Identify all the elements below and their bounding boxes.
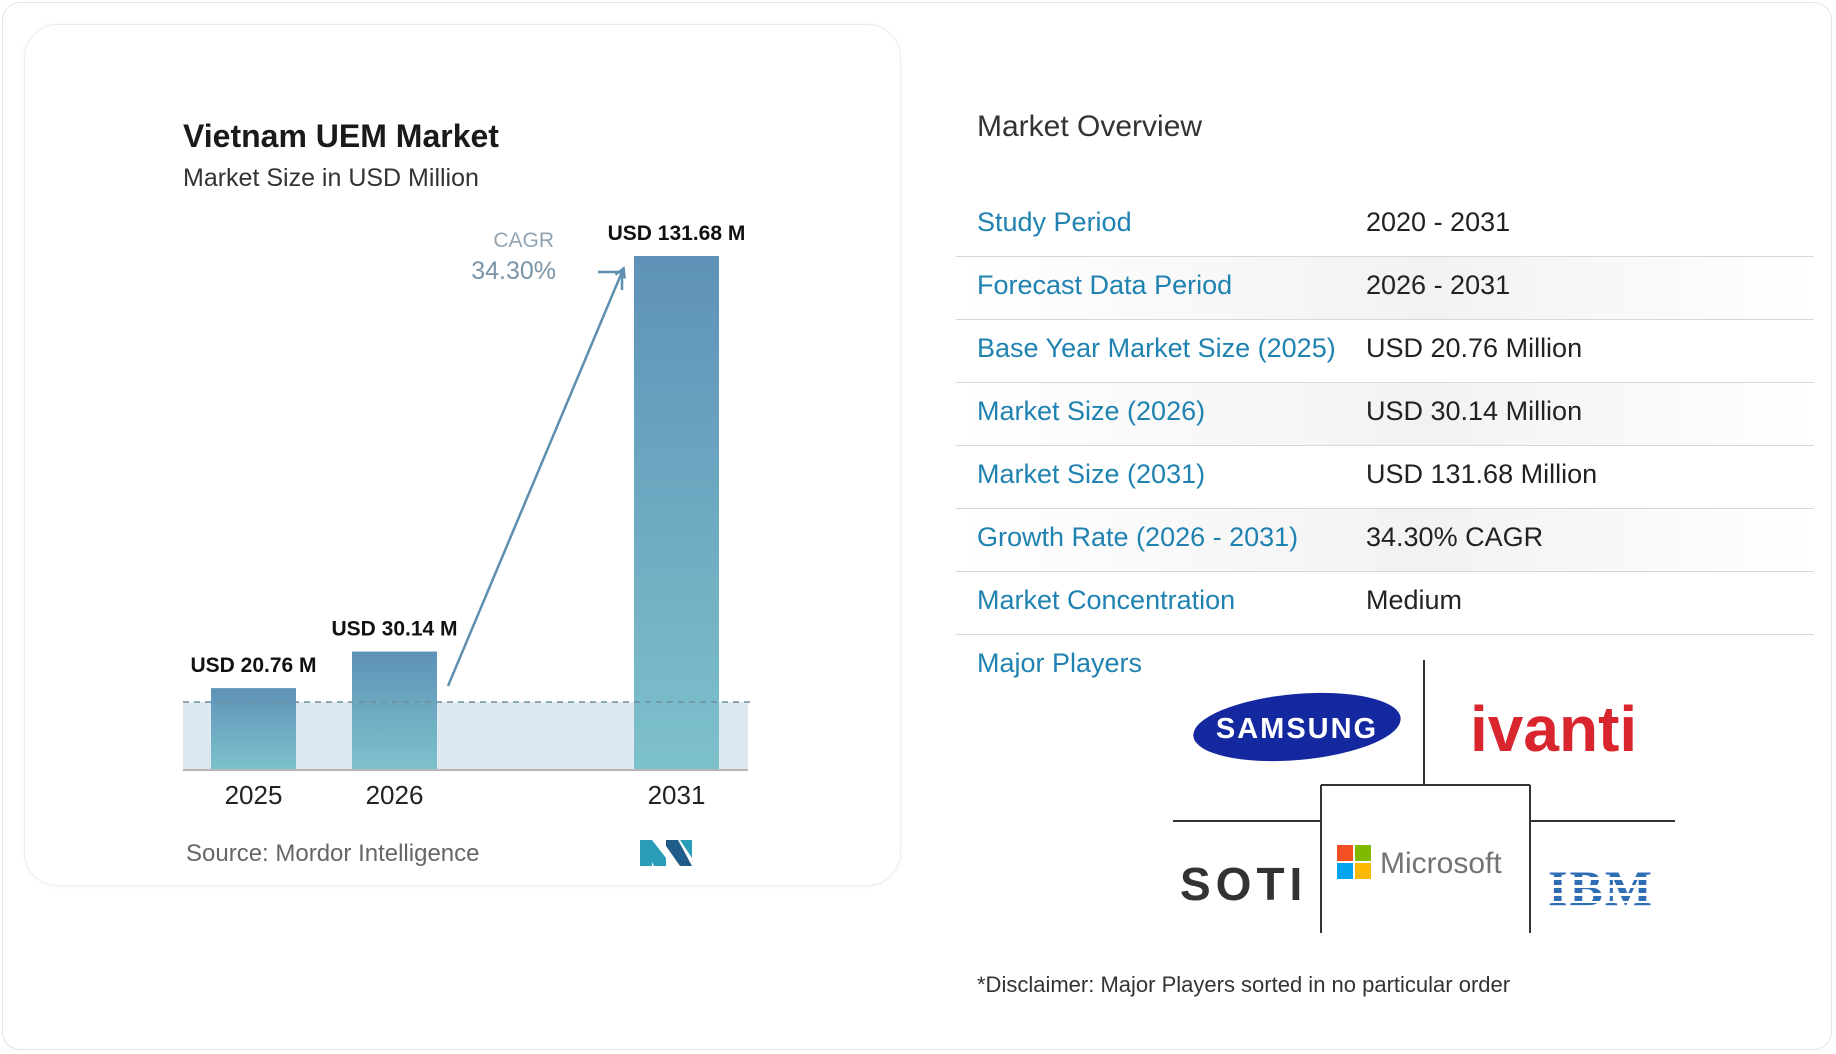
table-row: Market Size (2026) USD 30.14 Million	[956, 383, 1814, 446]
bar-value-label: USD 131.68 M	[608, 222, 746, 245]
cagr-arrow-hook	[598, 270, 624, 290]
ibm-stripes	[1545, 869, 1665, 903]
chart-subtitle: Market Size in USD Million	[183, 164, 479, 192]
row-label: Study Period	[977, 207, 1132, 237]
cagr-arrow	[446, 272, 622, 687]
row-value: 2026 - 2031	[1366, 270, 1511, 300]
soti-logo-text: SOTI	[1180, 858, 1307, 910]
row-label: Market Size (2031)	[977, 459, 1206, 489]
source-note: Source: Mordor Intelligence	[186, 840, 480, 867]
table-row: Forecast Data Period 2026 - 2031	[956, 257, 1814, 320]
market-overview-title: Market Overview	[977, 110, 1203, 143]
bar-value-label: USD 30.14 M	[331, 618, 457, 641]
samsung-logo-text: SAMSUNG	[1216, 713, 1378, 745]
bar-2031	[634, 256, 719, 769]
bar-chart: USD 20.76 M 2025 USD 30.14 M 2026 USD 131.68…	[183, 222, 752, 810]
major-players-label: Major Players	[977, 648, 1143, 678]
table-row: Market Concentration Medium	[956, 572, 1814, 635]
disclaimer-note: *Disclaimer: Major Players sorted in no …	[977, 972, 1511, 997]
cagr-value: 34.30%	[471, 257, 556, 285]
major-players-logos: SAMSUNG ivanti SOTI Microsoft IBM	[1173, 660, 1675, 933]
row-value: 34.30% CAGR	[1366, 522, 1544, 552]
chart-title: Vietnam UEM Market	[183, 118, 499, 154]
mordor-intelligence-logo	[640, 840, 692, 866]
overview-table: Study Period 2020 - 2031 Forecast Data Pe…	[956, 194, 1814, 635]
table-row: Growth Rate (2026 - 2031) 34.30% CAGR	[956, 509, 1814, 572]
baseline-band	[183, 702, 748, 769]
row-value: Medium	[1366, 585, 1463, 615]
row-value: USD 20.76 Million	[1366, 333, 1583, 363]
row-label: Growth Rate (2026 - 2031)	[977, 522, 1299, 552]
cagr-label: CAGR	[493, 229, 554, 252]
bar-value-label: USD 20.76 M	[190, 654, 316, 677]
ivanti-logo-text: ivanti	[1470, 693, 1637, 765]
x-tick-label: 2025	[225, 780, 283, 810]
table-row: Market Size (2031) USD 131.68 Million	[956, 446, 1814, 509]
table-row: Study Period 2020 - 2031	[956, 194, 1814, 257]
row-label: Base Year Market Size (2025)	[977, 333, 1336, 363]
microsoft-icon	[1337, 845, 1371, 879]
x-tick-label: 2031	[648, 780, 706, 810]
row-value: USD 131.68 Million	[1366, 459, 1598, 489]
row-label: Forecast Data Period	[977, 270, 1233, 300]
bar-2026	[352, 651, 437, 769]
x-tick-label: 2026	[366, 780, 424, 810]
samsung-logo-oval	[1193, 692, 1401, 762]
row-label: Market Size (2026)	[977, 396, 1206, 426]
row-label: Market Concentration	[977, 585, 1236, 615]
row-value: USD 30.14 Million	[1366, 396, 1583, 426]
row-value: 2020 - 2031	[1366, 207, 1511, 237]
table-row: Base Year Market Size (2025) USD 20.76 Mi…	[956, 320, 1814, 383]
bar-2025	[211, 688, 296, 769]
microsoft-logo-text: Microsoft	[1380, 847, 1502, 880]
